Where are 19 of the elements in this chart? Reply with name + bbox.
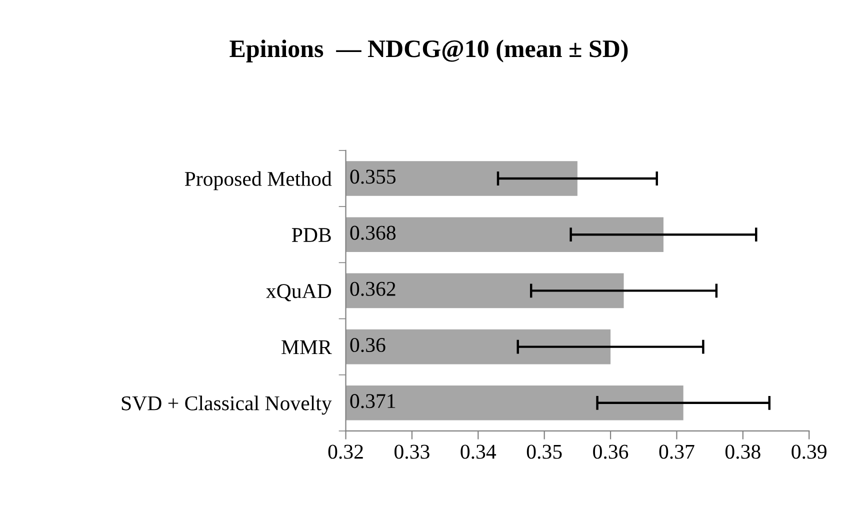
- data-label: 0.368: [350, 226, 396, 240]
- y-tick-label: xQuAD: [266, 284, 332, 302]
- data-label: 0.36: [350, 338, 386, 352]
- data-label: 0.362: [350, 282, 396, 296]
- x-tick-label: 0.34: [460, 444, 496, 459]
- y-tick-label: SVD + Classical Novelty: [122, 396, 332, 415]
- data-label: 0.371: [350, 394, 396, 408]
- y-tick-label: PDB: [292, 228, 331, 242]
- x-tick-label: 0.37: [659, 444, 694, 459]
- x-tick-label: 0.38: [725, 444, 760, 459]
- data-label: 0.355: [350, 170, 396, 184]
- x-tick-label: 0.39: [792, 444, 826, 459]
- y-tick-label: MMR: [282, 340, 332, 354]
- x-tick-label: 0.36: [593, 444, 628, 459]
- chart-title: Epinions — NDCG@10 (mean ± SD): [230, 40, 628, 62]
- y-tick-label: Proposed Method: [184, 171, 332, 190]
- x-tick-label: 0.32: [328, 444, 363, 459]
- x-tick-label: 0.35: [526, 444, 562, 459]
- x-tick-label: 0.33: [394, 444, 430, 459]
